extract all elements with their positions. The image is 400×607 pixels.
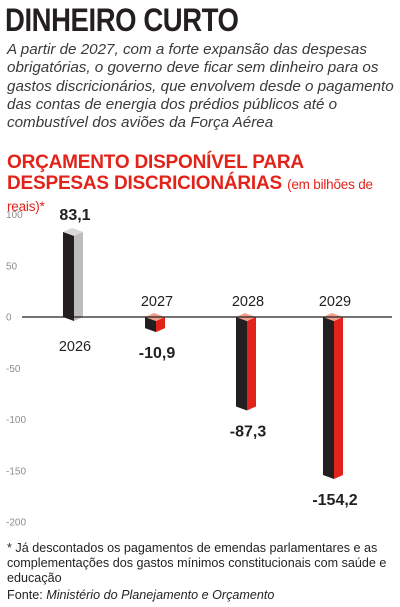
chart-title: ORÇAMENTO DISPONÍVEL PARA DESPESAS DISCR… (7, 152, 397, 217)
y-tick-label: -50 (6, 364, 21, 375)
y-tick-label: -200 (6, 518, 26, 529)
bar-2028 (236, 313, 256, 411)
y-axis-ticks: 100 50 0 -50 -100 -150 -200 (6, 210, 26, 529)
y-tick-label: -150 (6, 466, 26, 477)
bar-front-face (323, 317, 334, 480)
bar-side-face (334, 317, 343, 480)
bar-front-face (236, 317, 247, 411)
bar-2026 (63, 227, 83, 321)
bar-2029 (323, 313, 343, 480)
footnote: * Já descontados os pagamentos de emenda… (7, 541, 387, 586)
category-label: 2029 (319, 294, 351, 310)
source-name: Ministério do Planejamento e Orçamento (46, 588, 275, 602)
y-tick-label: 0 (6, 313, 12, 324)
category-label: 2028 (232, 294, 264, 310)
bar-front-face (145, 317, 156, 333)
category-label: 2027 (141, 294, 173, 310)
bar-labels: 2026 83,1 2027 -10,9 2028 -87,3 2029 -154,2 (59, 207, 358, 509)
value-label: -154,2 (312, 492, 357, 509)
source-line: Fonte: Ministério do Planejamento e Orça… (7, 588, 274, 602)
headline: DINHEIRO CURTO (5, 2, 239, 38)
source-label: Fonte: (7, 588, 43, 602)
bar-side-face (247, 317, 256, 411)
chart-title-main: ORÇAMENTO DISPONÍVEL PARA DESPESAS DISCR… (7, 152, 304, 194)
value-label: -87,3 (230, 423, 267, 440)
bar-side-face (156, 317, 165, 333)
value-label: 83,1 (59, 207, 90, 224)
y-tick-label: 100 (6, 210, 23, 221)
bar-top-face (63, 227, 83, 236)
bars (63, 227, 343, 480)
bar-2027 (145, 313, 165, 333)
bar-front-face (63, 231, 74, 321)
y-tick-label: -100 (6, 415, 26, 426)
category-label: 2026 (59, 339, 91, 355)
y-tick-label: 50 (6, 261, 18, 272)
value-label: -10,9 (139, 345, 176, 362)
intro-text: A partir de 2027, com a forte expansão d… (7, 41, 394, 132)
bar-side-face (74, 231, 83, 321)
chart-subtitle: (em bilhões de reais)* (7, 177, 373, 214)
